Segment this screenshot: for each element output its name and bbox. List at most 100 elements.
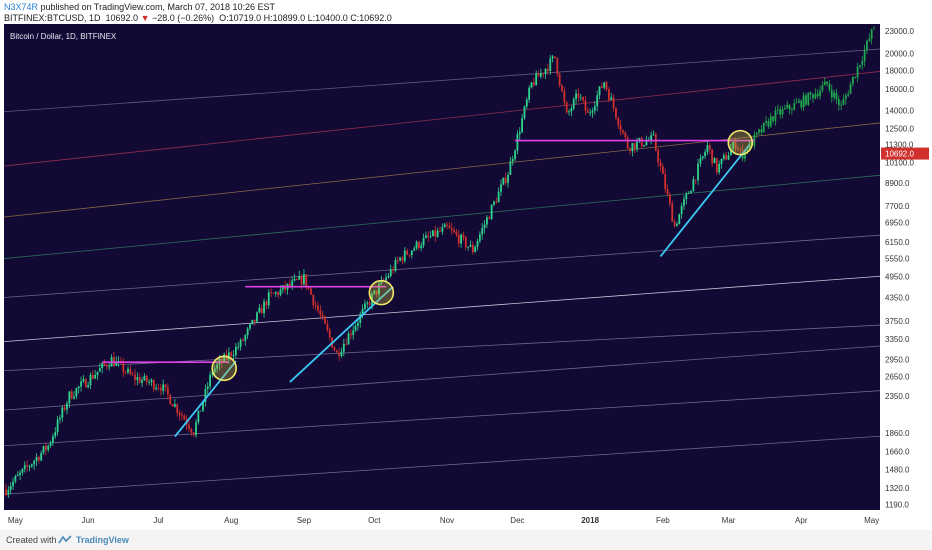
tradingview-brand[interactable]: TradingView xyxy=(76,535,129,545)
candle-body xyxy=(300,275,303,285)
candle-body xyxy=(539,73,542,77)
time-tick-label: Mar xyxy=(722,516,736,525)
candle-body xyxy=(530,82,533,88)
candle-body xyxy=(131,373,134,375)
candle-body xyxy=(105,364,108,367)
candle-body xyxy=(35,457,38,461)
candle-body xyxy=(230,352,233,357)
candle-body xyxy=(432,230,434,237)
candle-body xyxy=(26,465,29,467)
time-axis-panel[interactable] xyxy=(4,510,880,530)
candle-body xyxy=(718,163,721,173)
candle-body xyxy=(572,99,575,109)
author-link[interactable]: N3X74R xyxy=(4,2,39,12)
candle-body xyxy=(833,92,836,98)
price-chart[interactable]: 23000.0 20000.0 18000.0 16000.0 14000.0 12500… xyxy=(4,24,930,530)
price-tick-label: 4350.0 xyxy=(885,293,910,302)
candle-body xyxy=(56,419,59,433)
candle-body xyxy=(246,328,249,336)
candle-body xyxy=(328,329,331,338)
candle-body xyxy=(826,81,828,84)
price-tick-label: 12500.0 xyxy=(885,125,914,134)
candle-body xyxy=(523,106,526,119)
candle-body xyxy=(612,97,615,108)
candle-body xyxy=(837,99,840,106)
price-axis-panel[interactable] xyxy=(880,24,930,530)
candle-body xyxy=(863,49,866,61)
candle-body xyxy=(868,38,871,41)
time-tick-label: Apr xyxy=(795,516,808,525)
candle-body xyxy=(828,83,831,90)
candle-body xyxy=(249,324,251,329)
candle-body xyxy=(478,234,481,242)
candle-body xyxy=(5,489,7,495)
chart-area[interactable]: 23000.0 20000.0 18000.0 16000.0 14000.0 12500… xyxy=(4,24,930,530)
candle-body xyxy=(23,465,26,469)
price-tick-label: 2950.0 xyxy=(885,355,910,364)
candle-body xyxy=(446,224,448,226)
candle-body xyxy=(91,374,94,379)
candle-body xyxy=(321,314,324,317)
breakout-circle[interactable] xyxy=(211,355,237,382)
candle-body xyxy=(591,110,594,113)
candle-body xyxy=(493,201,495,205)
candle-body xyxy=(305,274,308,288)
candle-body xyxy=(669,194,671,204)
candle-body xyxy=(417,241,420,249)
price-tick-label: 1660.0 xyxy=(885,447,910,456)
candle-body xyxy=(643,145,645,147)
candle-body xyxy=(354,325,357,331)
candle-body xyxy=(335,350,338,353)
candle-body xyxy=(624,132,627,138)
breakout-circle[interactable] xyxy=(727,129,754,156)
candle-body xyxy=(542,73,545,75)
plot-layer xyxy=(4,25,880,498)
breakout-circle[interactable] xyxy=(368,279,395,306)
candle-body xyxy=(68,391,71,404)
candle-body xyxy=(176,404,179,413)
candle-body xyxy=(694,179,697,181)
candle-body xyxy=(704,152,706,157)
candle-body xyxy=(209,374,211,387)
trendline[interactable] xyxy=(174,360,237,438)
candle-body xyxy=(661,166,664,174)
candle-body xyxy=(42,445,45,453)
candle-body xyxy=(460,234,463,244)
candle-body xyxy=(586,110,589,113)
channel-line xyxy=(4,275,880,343)
time-tick-label: Jul xyxy=(153,516,163,525)
price-tick-label: 6150.0 xyxy=(885,238,910,247)
candle-body xyxy=(504,177,507,183)
candle-body xyxy=(265,301,268,306)
candle-body xyxy=(80,381,82,387)
last-price-label: 10692.0 xyxy=(885,150,914,159)
last-price-tag xyxy=(881,147,929,160)
candle-body xyxy=(859,64,861,67)
candle-body xyxy=(141,380,143,383)
candle-body xyxy=(356,322,359,326)
candle-body xyxy=(380,280,383,285)
candle-body xyxy=(579,97,582,98)
candle-body xyxy=(373,290,376,294)
price-tick-label: 5550.0 xyxy=(885,254,910,263)
candle-body xyxy=(654,134,657,151)
change-text: −28.0 (−0.26%) xyxy=(152,13,215,23)
candle-body xyxy=(310,288,312,295)
candle-body xyxy=(326,323,329,330)
price-tick-label: 20000.0 xyxy=(885,49,914,58)
candle-body xyxy=(174,404,176,407)
candle-body xyxy=(159,388,162,391)
price-tick-label: 18000.0 xyxy=(885,66,914,75)
price-tick-label: 11300.0 xyxy=(885,141,914,150)
candle-body xyxy=(9,486,12,491)
candle-body xyxy=(401,257,404,261)
candle-body xyxy=(98,367,101,372)
candle-body xyxy=(711,149,714,164)
candle-body xyxy=(605,82,608,90)
candle-body xyxy=(457,234,460,244)
candle-body xyxy=(453,229,455,233)
candle-body xyxy=(345,343,348,345)
price-tick-label: 16000.0 xyxy=(885,85,914,94)
trendline[interactable] xyxy=(659,144,751,257)
candle-body xyxy=(291,280,294,286)
